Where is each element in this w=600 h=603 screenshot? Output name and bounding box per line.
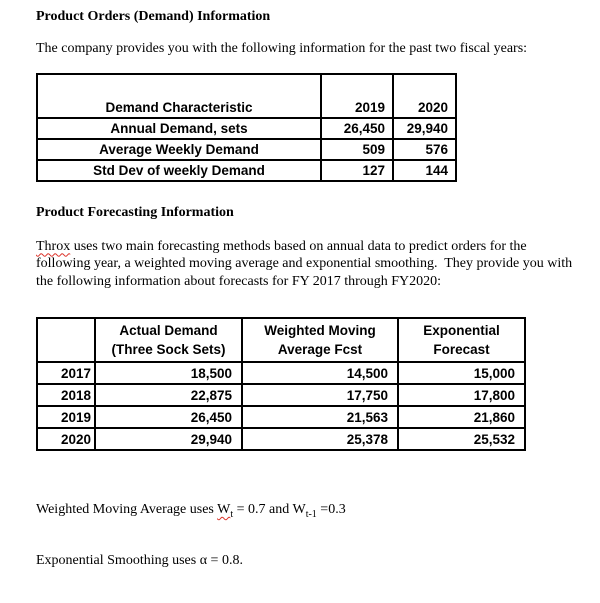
- forecast-table: Actual Demand (Three Sock Sets) Weighted…: [36, 317, 526, 451]
- header-line: Average Fcst: [277, 342, 363, 357]
- header-line: Actual Demand: [119, 323, 218, 338]
- row-label: Std Dev of weekly Demand: [36, 158, 322, 182]
- header-line: Exponential: [423, 323, 500, 338]
- year-cell: 2019: [36, 405, 96, 429]
- row-label: Annual Demand, sets: [36, 116, 322, 140]
- wma-forecast-cell: 14,500: [241, 361, 399, 385]
- table-row-avg-weekly-demand: Average Weekly Demand 509 576: [36, 137, 457, 161]
- value-2019: 127: [320, 158, 394, 182]
- footnote-text: Weighted Moving Average uses: [36, 502, 218, 517]
- demand-table-header-2020: 2020: [392, 72, 457, 119]
- forecast-table-header-empty: [36, 317, 96, 363]
- exponential-forecast-cell: 15,000: [397, 361, 526, 385]
- forecast-table-header-exponential: Exponential Forecast: [397, 317, 526, 363]
- value-2020: 576: [392, 137, 457, 161]
- forecast-table-header-actual-demand: Actual Demand (Three Sock Sets): [94, 317, 243, 363]
- year-cell: 2017: [36, 361, 96, 385]
- header-line: Forecast: [433, 342, 490, 357]
- table-row-annual-demand: Annual Demand, sets 26,450 29,940: [36, 116, 457, 140]
- exponential-forecast-cell: 21,860: [397, 405, 526, 429]
- demand-table-header-row: Demand Characteristic 2019 2020: [36, 72, 457, 119]
- actual-demand-cell: 18,500: [94, 361, 243, 385]
- table-row-stddev-weekly-demand: Std Dev of weekly Demand 127 144: [36, 158, 457, 182]
- wma-forecast-cell: 17,750: [241, 383, 399, 407]
- value-2019: 509: [320, 137, 394, 161]
- misspelled-term-wt: Wt: [217, 502, 233, 519]
- document-page: Product Orders (Demand) Information The …: [36, 9, 576, 568]
- forecast-table-header-weighted-moving: Weighted Moving Average Fcst: [241, 317, 399, 363]
- value-2019: 26,450: [320, 116, 394, 140]
- table-row-2017: 2017 18,500 14,500 15,000: [36, 361, 526, 385]
- footnote-text: = 0.7 and W: [233, 502, 306, 517]
- actual-demand-cell: 29,940: [94, 427, 243, 451]
- actual-demand-cell: 26,450: [94, 405, 243, 429]
- exponential-forecast-cell: 25,532: [397, 427, 526, 451]
- table-row-2019: 2019 26,450 21,563 21,860: [36, 405, 526, 429]
- section-title-demand-info: Product Orders (Demand) Information: [36, 9, 271, 24]
- actual-demand-cell: 22,875: [94, 383, 243, 407]
- weight-subscript-t-1: t-1: [305, 508, 317, 520]
- footnote-exponential-smoothing: Exponential Smoothing uses α = 0.8.: [36, 553, 243, 568]
- value-2020: 29,940: [392, 116, 457, 140]
- exponential-forecast-cell: 17,800: [397, 383, 526, 407]
- forecasting-paragraph-text: uses two main forecasting methods based …: [36, 238, 576, 289]
- footnote-text: =0.3: [316, 502, 346, 517]
- row-label: Average Weekly Demand: [36, 137, 322, 161]
- footnotes: Weighted Moving Average uses Wt = 0.7 an…: [36, 467, 586, 603]
- demand-table: Demand Characteristic 2019 2020 Annual D…: [36, 72, 457, 182]
- forecast-table-header-row: Actual Demand (Three Sock Sets) Weighted…: [36, 317, 526, 363]
- demand-table-header-characteristic: Demand Characteristic: [36, 72, 322, 119]
- weight-symbol: W: [217, 502, 231, 517]
- forecasting-paragraph: Throx uses two main forecasting methods …: [36, 238, 576, 291]
- year-cell: 2018: [36, 383, 96, 407]
- header-line: (Three Sock Sets): [111, 342, 226, 357]
- wma-forecast-cell: 21,563: [241, 405, 399, 429]
- wma-forecast-cell: 25,378: [241, 427, 399, 451]
- table-row-2018: 2018 22,875 17,750 17,800: [36, 383, 526, 407]
- header-line: Weighted Moving: [264, 323, 376, 338]
- intro-paragraph: The company provides you with the follow…: [36, 41, 528, 56]
- misspelled-word-throx: Throx: [36, 238, 71, 254]
- demand-table-header-2019: 2019: [320, 72, 394, 119]
- year-cell: 2020: [36, 427, 96, 451]
- value-2020: 144: [392, 158, 457, 182]
- section-title-forecasting-info: Product Forecasting Information: [36, 204, 234, 220]
- table-row-2020: 2020 29,940 25,378 25,532: [36, 427, 526, 451]
- footnote-weighted-moving-average: Weighted Moving Average uses Wt = 0.7 an…: [36, 501, 586, 520]
